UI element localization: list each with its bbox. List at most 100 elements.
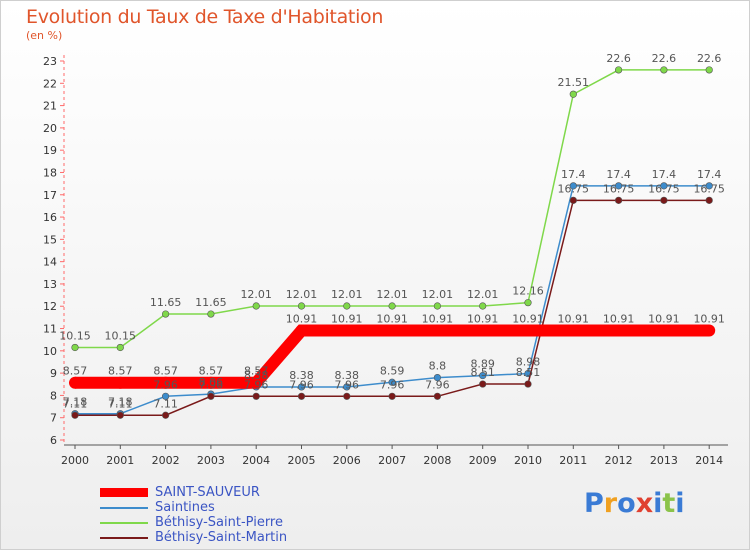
data-label: 16.75 <box>558 182 590 195</box>
data-point <box>569 182 577 190</box>
data-label: 10.91 <box>693 313 725 326</box>
data-labels: 8.57 8.57 8.57 8.57 8.57 10.91 10.91 10.91 10.91… <box>59 52 725 410</box>
data-label: 10.91 <box>648 313 680 326</box>
data-label: 7.96 <box>244 378 269 391</box>
data-label: 10.91 <box>603 313 635 326</box>
data-label: 12.01 <box>240 288 272 301</box>
data-point <box>297 302 306 310</box>
data-label: 12.01 <box>286 288 318 301</box>
legend-label: Béthisy-Saint-Pierre <box>155 515 283 530</box>
data-point <box>476 324 489 337</box>
legend-label: SAINT-SAUVEUR <box>155 485 260 500</box>
data-label: 7.11 <box>153 397 178 410</box>
legend-swatch <box>100 488 148 497</box>
data-point <box>250 376 263 389</box>
data-label: 8.38 <box>335 369 360 382</box>
data-point <box>69 376 81 389</box>
x-ticks: 2000 2001 2002 2003 2004 2005 2006 2007 2008 2009… <box>61 445 723 467</box>
x-tick-label: 2003 <box>197 454 225 467</box>
data-point <box>297 392 306 400</box>
legend-label: Béthisy-Saint-Martin <box>155 530 288 545</box>
data-label: 17.4 <box>606 168 631 181</box>
y-tick-label: 23 <box>43 55 57 68</box>
y-tick-label: 13 <box>43 278 57 291</box>
data-point <box>114 376 127 389</box>
logo-letter: i <box>675 488 685 519</box>
data-point <box>433 302 442 310</box>
data-point <box>705 196 713 204</box>
logo-letter: t <box>662 488 676 519</box>
data-point <box>71 343 79 352</box>
data-label: 10.91 <box>422 313 454 326</box>
y-tick-label: 8 <box>50 389 57 402</box>
data-label: 22.6 <box>606 52 631 65</box>
data-point <box>524 380 532 388</box>
data-point <box>657 324 670 337</box>
data-label: 22.6 <box>697 52 722 65</box>
x-tick-label: 2013 <box>650 454 678 467</box>
data-point <box>569 196 577 204</box>
data-label: 8.89 <box>470 358 495 371</box>
data-label: 8.59 <box>380 364 405 377</box>
data-point <box>388 392 396 400</box>
logo-letter: i <box>653 488 663 519</box>
data-point <box>297 383 306 391</box>
data-point <box>343 302 351 310</box>
data-label: 8.57 <box>63 365 88 378</box>
data-label: 8.8 <box>429 360 447 373</box>
data-point <box>343 383 351 391</box>
y-tick-label: 17 <box>43 189 57 202</box>
legend-swatch <box>100 522 148 524</box>
data-point <box>433 373 442 382</box>
data-label: 7.11 <box>63 397 88 410</box>
unit-label: (en %) <box>26 29 63 42</box>
legend-swatch <box>100 507 148 509</box>
y-tick-label: 11 <box>43 323 57 336</box>
data-point <box>162 310 170 318</box>
data-label: 21.51 <box>558 76 590 89</box>
data-label: 10.15 <box>105 329 137 342</box>
data-point <box>159 376 172 389</box>
data-point <box>343 392 351 400</box>
data-label: 12.01 <box>331 288 363 301</box>
data-point <box>569 90 577 98</box>
x-tick-label: 2001 <box>106 454 134 467</box>
data-label: 8.57 <box>199 365 224 378</box>
y-tick-label: 20 <box>43 122 57 135</box>
data-point <box>479 371 487 380</box>
data-point <box>524 299 532 307</box>
data-label: 10.91 <box>376 313 408 326</box>
x-tick-label: 2000 <box>61 454 89 467</box>
data-point <box>252 392 260 400</box>
data-label: 7.96 <box>153 378 178 391</box>
data-point <box>204 376 217 389</box>
data-point <box>614 182 623 190</box>
data-label: 16.75 <box>693 182 725 195</box>
data-label: 17.4 <box>561 168 586 181</box>
logo-letter: P <box>584 488 604 519</box>
data-label: 8.51 <box>516 366 541 379</box>
y-tick-label: 15 <box>43 233 57 246</box>
series-group <box>69 66 716 419</box>
data-point <box>116 411 124 419</box>
y-tick-label: 10 <box>43 345 57 358</box>
data-label: 11.65 <box>195 296 227 309</box>
data-label: 16.75 <box>603 182 635 195</box>
x-tick-label: 2004 <box>242 454 270 467</box>
legend-swatch <box>100 537 148 539</box>
data-point <box>388 302 396 310</box>
data-point <box>386 324 399 337</box>
data-point <box>162 411 170 419</box>
data-label: 12.01 <box>467 288 499 301</box>
data-label: 10.91 <box>286 313 318 326</box>
logo-letter: x <box>635 488 654 519</box>
data-label: 10.91 <box>467 313 499 326</box>
y-tick-label: 7 <box>50 412 57 425</box>
y-tick-label: 22 <box>43 77 57 90</box>
data-point <box>207 310 215 318</box>
data-label: 16.75 <box>648 182 680 195</box>
data-point <box>567 324 580 337</box>
data-point <box>340 324 353 337</box>
data-point <box>431 324 444 337</box>
